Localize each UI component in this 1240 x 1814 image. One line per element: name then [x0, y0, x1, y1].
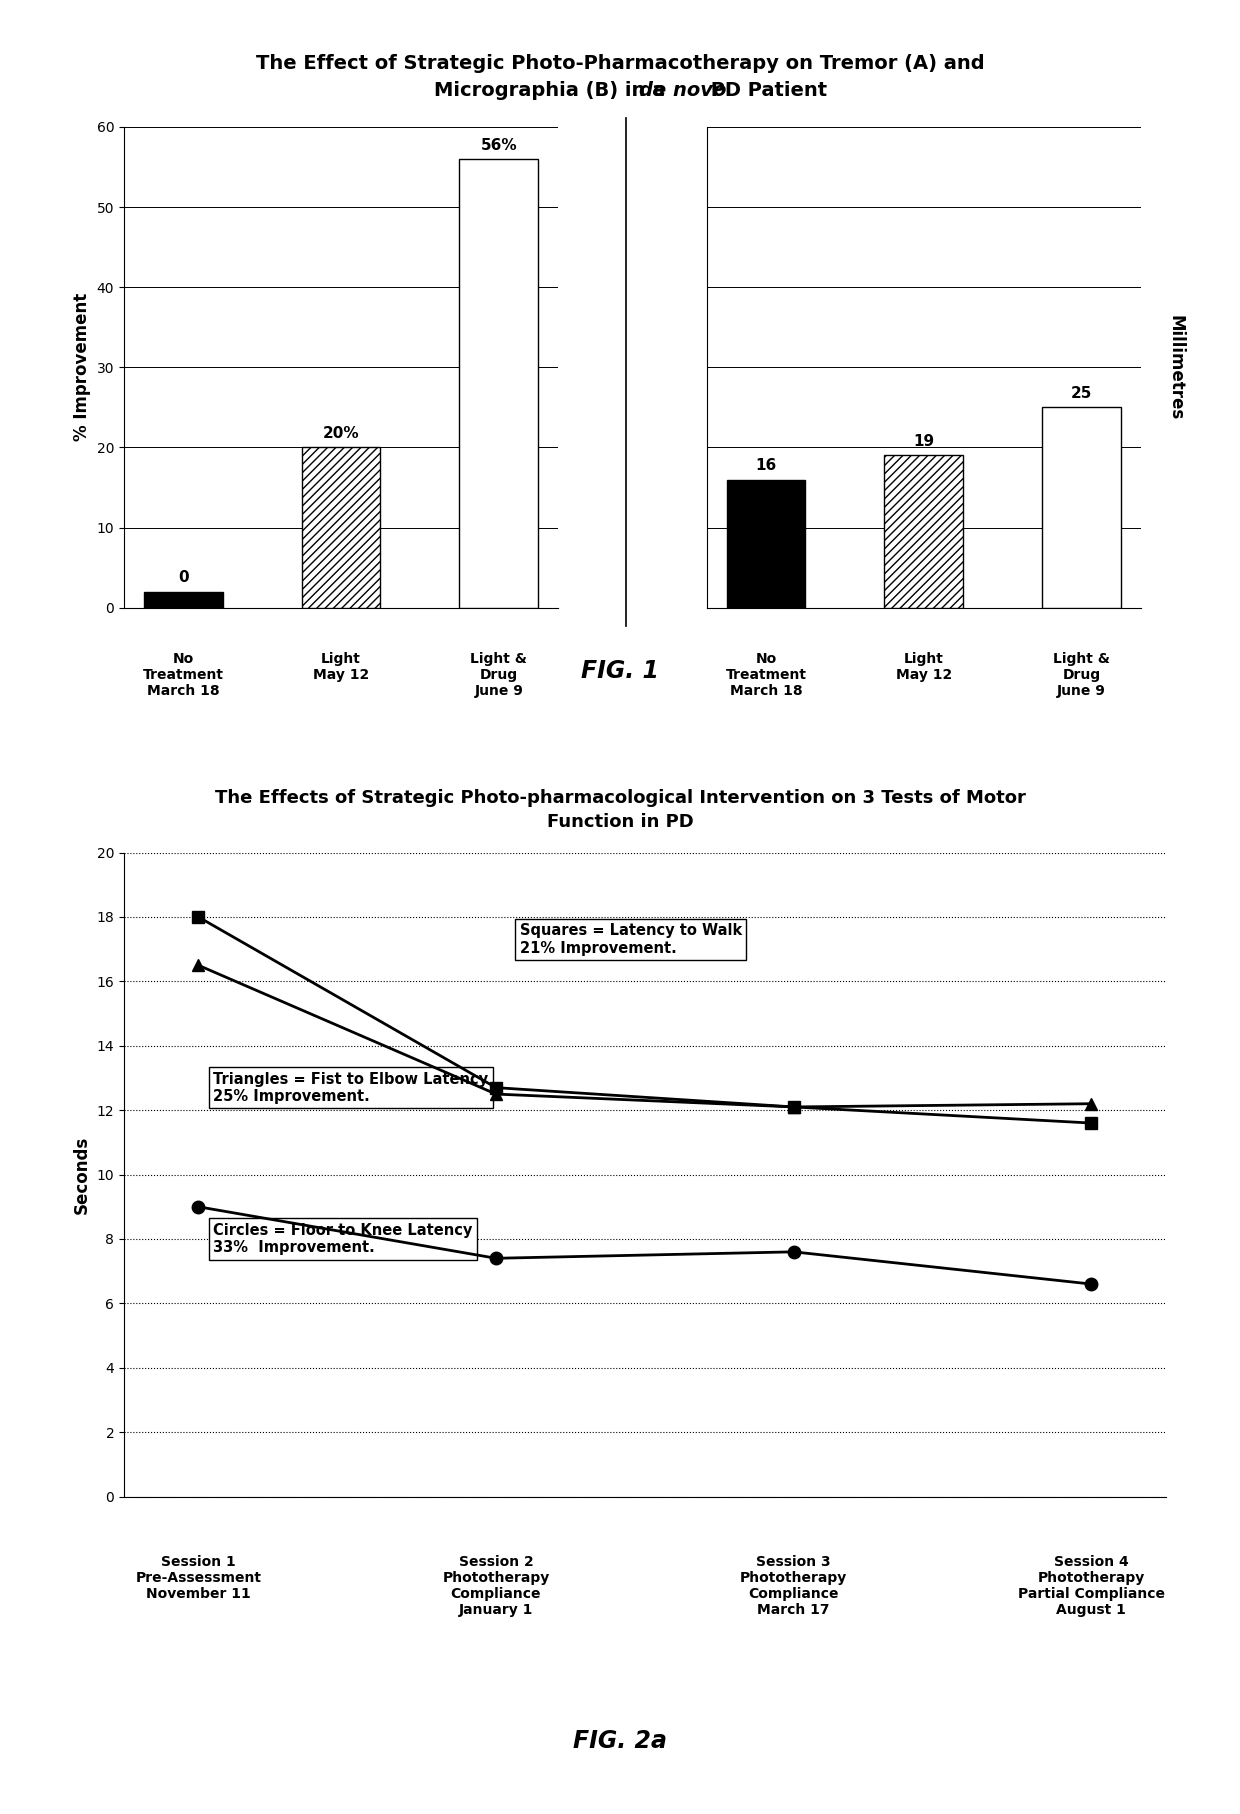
- Text: Triangles = Fist to Elbow Latency
25% Improvement.: Triangles = Fist to Elbow Latency 25% Im…: [213, 1072, 489, 1105]
- Text: Session 4
Phototherapy
Partial Compliance
August 1: Session 4 Phototherapy Partial Complianc…: [1018, 1555, 1164, 1616]
- Bar: [727, 479, 806, 608]
- Text: FIG. 2a: FIG. 2a: [573, 1729, 667, 1754]
- Text: 25: 25: [1071, 386, 1092, 401]
- Text: The Effect of Strategic Photo-Pharmacotherapy on Tremor (A) and: The Effect of Strategic Photo-Pharmacoth…: [255, 54, 985, 73]
- Text: The Effects of Strategic Photo-pharmacological Intervention on 3 Tests of Motor: The Effects of Strategic Photo-pharmacol…: [215, 789, 1025, 807]
- Text: 56%: 56%: [481, 138, 517, 152]
- Bar: [301, 448, 381, 608]
- Text: Session 2
Phototherapy
Compliance
January 1: Session 2 Phototherapy Compliance Januar…: [443, 1555, 549, 1616]
- Text: No
Treatment
March 18: No Treatment March 18: [143, 651, 223, 698]
- Text: Light
May 12: Light May 12: [895, 651, 952, 682]
- Bar: [1042, 408, 1121, 608]
- Bar: [144, 591, 223, 608]
- Text: Light &
Drug
June 9: Light & Drug June 9: [470, 651, 527, 698]
- Text: Micrographia (B) in a: Micrographia (B) in a: [434, 82, 672, 100]
- Text: FIG. 1: FIG. 1: [582, 658, 658, 684]
- Text: Circles = Floor to Knee Latency
33%  Improvement.: Circles = Floor to Knee Latency 33% Impr…: [213, 1223, 472, 1255]
- Text: Session 1
Pre-Assessment
November 11: Session 1 Pre-Assessment November 11: [135, 1555, 262, 1602]
- Text: No
Treatment
March 18: No Treatment March 18: [725, 651, 806, 698]
- Text: 16: 16: [755, 459, 776, 473]
- Y-axis label: Seconds: Seconds: [73, 1136, 91, 1214]
- Text: 20%: 20%: [322, 426, 360, 441]
- Bar: [884, 455, 963, 608]
- Text: Function in PD: Function in PD: [547, 813, 693, 831]
- Text: Session 3
Phototherapy
Compliance
March 17: Session 3 Phototherapy Compliance March …: [740, 1555, 847, 1616]
- Text: Light
May 12: Light May 12: [312, 651, 370, 682]
- Text: Light &
Drug
June 9: Light & Drug June 9: [1053, 651, 1110, 698]
- Text: 0: 0: [177, 570, 188, 586]
- Bar: [459, 160, 538, 608]
- Text: de novo: de novo: [639, 82, 725, 100]
- Y-axis label: % Improvement: % Improvement: [73, 294, 91, 441]
- Text: Squares = Latency to Walk
21% Improvement.: Squares = Latency to Walk 21% Improvemen…: [520, 923, 742, 956]
- Text: PD Patient: PD Patient: [703, 82, 827, 100]
- Text: 19: 19: [913, 434, 935, 450]
- Text: Millimetres: Millimetres: [1167, 314, 1185, 421]
